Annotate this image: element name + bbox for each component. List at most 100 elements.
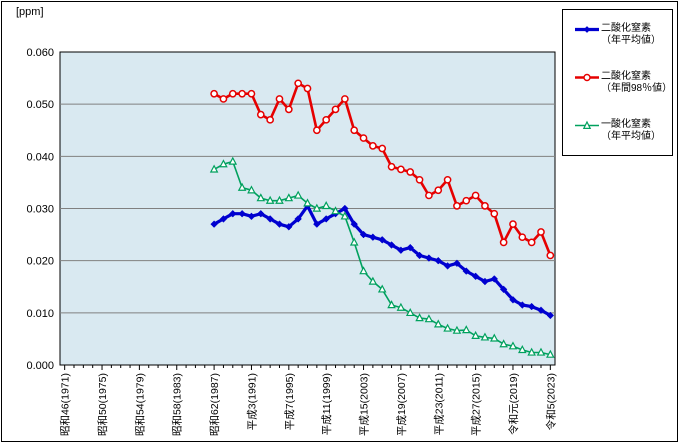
data-point-marker xyxy=(294,79,303,88)
legend-item-no2-annual-average: 二酸化窒素 （年平均値） xyxy=(563,23,672,47)
data-point-marker xyxy=(369,142,377,150)
data-point-marker xyxy=(378,236,386,244)
data-point-marker xyxy=(238,209,246,218)
data-point-marker xyxy=(518,233,527,242)
data-point-marker xyxy=(331,206,340,215)
data-point-marker xyxy=(257,209,265,218)
data-point-marker xyxy=(275,195,284,204)
y-axis-tick-label: 0.030 xyxy=(26,204,54,216)
data-point-marker xyxy=(359,134,368,142)
data-point-marker xyxy=(219,159,228,168)
x-axis-tick-label: 平成7(1995) xyxy=(284,373,296,430)
data-point-marker xyxy=(518,344,527,354)
data-point-marker xyxy=(247,212,256,221)
legend-marker-circle-open-icon xyxy=(563,71,601,84)
data-point-marker xyxy=(536,347,546,356)
data-point-marker xyxy=(312,126,321,135)
data-point-marker xyxy=(265,195,275,204)
data-point-marker xyxy=(228,89,237,98)
data-point-marker xyxy=(350,220,358,228)
data-point-marker xyxy=(527,238,536,247)
legend-label: 一酸化窒素 （年平均値） xyxy=(601,119,661,142)
data-point-marker xyxy=(359,230,368,239)
x-axis-tick-label: 平成3(1991) xyxy=(246,373,258,430)
data-point-marker xyxy=(434,256,443,265)
legend-marker-diamond-filled-icon xyxy=(563,23,601,36)
data-point-marker xyxy=(499,339,508,348)
data-point-marker xyxy=(434,186,443,195)
data-point-marker xyxy=(406,243,414,252)
legend-label: 二酸化窒素 （年間98％値） xyxy=(601,71,673,94)
data-point-marker xyxy=(462,267,471,275)
data-point-marker xyxy=(462,196,471,205)
legend-marker-triangle-open-icon xyxy=(563,119,601,132)
data-point-marker xyxy=(509,296,517,304)
data-point-marker xyxy=(322,215,330,223)
data-point-marker xyxy=(415,313,424,322)
data-point-marker xyxy=(294,215,302,223)
data-point-marker xyxy=(546,311,555,320)
y-axis-tick-label: 0.010 xyxy=(26,308,54,320)
x-axis-tick-label: 平成11(1999) xyxy=(321,373,333,435)
x-axis-tick-label: 平成27(2015) xyxy=(471,373,483,436)
y-axis-tick-label: 0.050 xyxy=(26,99,54,111)
data-point-marker xyxy=(481,277,489,286)
data-point-marker xyxy=(275,220,284,228)
data-point-marker xyxy=(471,191,480,200)
data-point-marker xyxy=(266,115,274,124)
y-axis-tick-label: 0.000 xyxy=(26,360,54,372)
data-point-marker xyxy=(285,223,293,231)
x-axis-tick-label: 令和元(2019) xyxy=(507,373,520,435)
x-axis-tick-label: 平成23(2011) xyxy=(433,373,445,435)
data-point-marker xyxy=(228,156,238,165)
data-point-marker xyxy=(471,272,480,281)
data-point-marker xyxy=(293,190,303,199)
data-point-marker xyxy=(219,95,228,103)
x-axis-tick-label: 平成19(2007) xyxy=(396,373,408,436)
data-point-marker xyxy=(256,110,265,119)
data-point-marker xyxy=(546,251,555,260)
data-point-marker xyxy=(378,144,387,153)
data-point-marker xyxy=(387,162,396,171)
data-point-marker xyxy=(284,105,293,114)
x-axis-tick-label: 令和5(2023) xyxy=(544,373,557,430)
data-point-marker xyxy=(350,126,359,135)
data-point-marker xyxy=(303,84,312,93)
data-point-marker xyxy=(322,115,331,124)
data-point-marker xyxy=(349,237,359,246)
data-point-marker xyxy=(433,319,443,328)
legend-item-no2-annual-98percentile: 二酸化窒素 （年間98％値） xyxy=(563,71,672,95)
data-point-marker xyxy=(490,275,499,283)
data-point-marker xyxy=(425,191,433,200)
data-point-marker xyxy=(415,175,424,184)
data-point-marker xyxy=(219,215,228,223)
data-point-marker xyxy=(415,251,424,260)
data-point-marker xyxy=(471,330,480,339)
x-axis-tick-label: 昭和54(1979) xyxy=(134,373,146,436)
data-point-marker xyxy=(425,254,433,262)
data-point-marker xyxy=(247,89,256,98)
data-point-marker xyxy=(443,175,452,184)
data-point-marker xyxy=(546,349,555,358)
data-point-marker xyxy=(509,220,517,228)
y-axis-tick-label: 0.060 xyxy=(26,47,54,59)
data-point-marker xyxy=(405,307,415,317)
data-point-marker xyxy=(397,246,405,254)
y-axis-tick-label: 0.020 xyxy=(26,256,54,268)
data-point-marker xyxy=(537,306,545,314)
data-point-marker xyxy=(210,89,218,98)
data-point-marker xyxy=(396,302,406,311)
data-point-marker xyxy=(397,165,405,174)
data-point-marker xyxy=(256,193,266,202)
x-axis-tick-label: 昭和50(1975) xyxy=(97,373,109,436)
data-point-marker xyxy=(489,333,499,342)
data-point-marker xyxy=(461,325,471,334)
data-point-marker xyxy=(312,203,322,212)
series-no-annual-average xyxy=(209,156,555,358)
data-point-marker xyxy=(266,215,274,223)
data-point-marker xyxy=(499,238,508,247)
data-point-marker xyxy=(275,95,284,103)
data-point-marker xyxy=(331,105,340,114)
